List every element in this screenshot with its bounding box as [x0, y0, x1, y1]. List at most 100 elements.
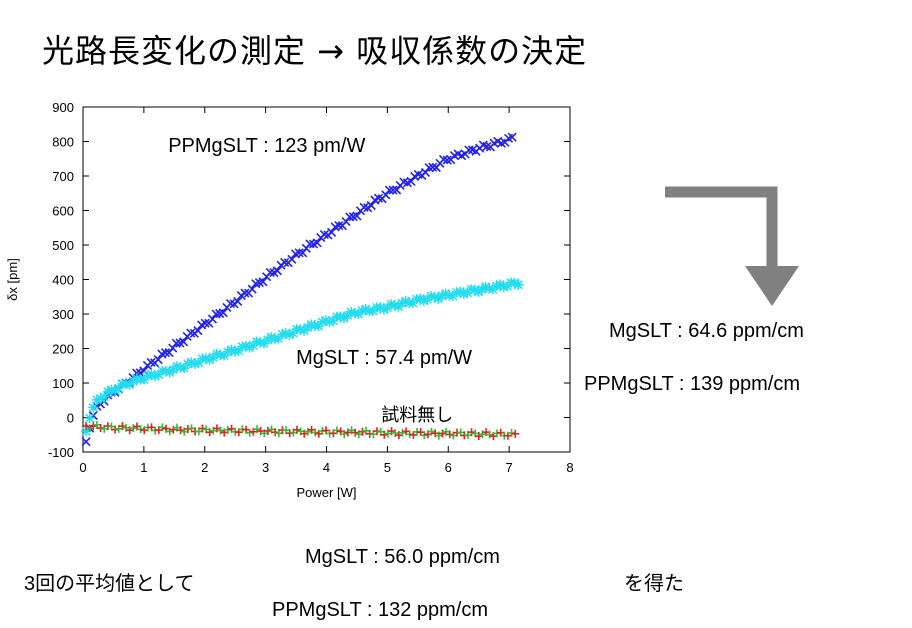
data-point	[146, 369, 157, 380]
data-point	[158, 423, 167, 432]
data-point	[96, 424, 105, 433]
data-point	[160, 348, 171, 358]
x-axis-label: Power [W]	[297, 485, 357, 500]
data-point	[389, 300, 400, 311]
data-point	[378, 304, 389, 315]
data-point	[171, 338, 181, 348]
y-tick-label: 300	[52, 307, 74, 322]
data-point	[507, 132, 517, 142]
data-point	[312, 238, 322, 248]
data-point	[99, 391, 110, 402]
data-point	[226, 344, 237, 355]
data-point	[190, 358, 201, 369]
data-point	[349, 308, 360, 319]
data-point	[467, 428, 476, 437]
data-point	[438, 429, 447, 438]
data-point	[265, 267, 275, 278]
data-point	[150, 371, 161, 382]
data-point	[294, 248, 304, 258]
data-point	[146, 357, 156, 368]
data-point	[186, 357, 197, 368]
data-point	[458, 288, 469, 299]
data-point	[280, 257, 290, 267]
y-tick-label: 0	[67, 411, 74, 426]
data-point	[91, 394, 102, 405]
data-point	[84, 413, 95, 424]
data-point	[225, 299, 236, 309]
x-tick-label: 1	[140, 460, 147, 475]
data-point	[415, 293, 426, 304]
x-tick-label: 5	[384, 460, 391, 475]
data-point	[136, 425, 145, 434]
data-point	[247, 284, 257, 294]
chart-annotation: MgSLT : 57.4 pm/W	[296, 347, 472, 369]
data-point	[271, 428, 280, 437]
data-point	[352, 211, 362, 221]
data-point	[464, 145, 474, 155]
data-point	[366, 201, 376, 211]
data-point	[351, 428, 360, 437]
chart-annotation: PPMgSLT : 123 pm/W	[168, 135, 365, 157]
series-2	[82, 420, 520, 441]
data-point	[474, 432, 483, 441]
data-point	[295, 324, 306, 335]
data-point	[317, 316, 328, 327]
chart-annotation: 試料無し	[381, 405, 453, 426]
data-point	[186, 328, 196, 338]
data-point	[277, 329, 288, 340]
y-tick-label: -100	[48, 445, 74, 460]
chart-series	[81, 132, 524, 447]
data-point	[223, 425, 232, 434]
x-tick-label: 4	[323, 460, 330, 475]
result-mgslt: MgSLT : 64.6 ppm/cm	[609, 320, 804, 342]
data-point	[311, 428, 320, 437]
data-point	[305, 239, 315, 249]
data-point	[381, 190, 391, 200]
data-point	[88, 402, 99, 413]
data-point	[216, 426, 225, 435]
data-point	[442, 155, 452, 165]
data-point	[131, 373, 142, 384]
y-axis-label: δx [pm]	[5, 258, 20, 301]
data-point	[207, 314, 218, 324]
data-point	[406, 176, 416, 187]
y-tick-label: 500	[52, 238, 74, 253]
data-point	[327, 227, 337, 237]
data-point	[258, 277, 268, 287]
data-point	[509, 277, 520, 288]
data-point	[287, 254, 297, 264]
data-point	[469, 284, 480, 295]
chart: 0 1 2 3 4 5 6 7 8 -100 0 100 200 300 400 500 600 700 800 90…	[5, 100, 574, 500]
data-point	[485, 430, 494, 439]
data-point	[473, 286, 484, 297]
data-point	[111, 425, 120, 434]
y-tick-label: 800	[52, 135, 74, 150]
data-point	[358, 427, 367, 436]
bottom-left-text: 3回の平均値として	[24, 573, 195, 595]
data-point	[332, 426, 341, 435]
data-point	[440, 288, 451, 299]
data-point	[420, 431, 429, 440]
page-title: 光路長変化の測定 → 吸収係数の決定	[42, 32, 588, 70]
x-tick-label: 3	[262, 460, 269, 475]
y-tick-label: 400	[52, 273, 74, 288]
data-point	[81, 437, 91, 447]
data-point	[359, 202, 369, 212]
data-point	[428, 162, 438, 172]
data-point	[427, 427, 436, 436]
data-point	[205, 428, 214, 437]
data-point	[160, 365, 171, 376]
chart-annotations: PPMgSLT : 123 pm/W MgSLT : 57.4 pm/W 試料無し	[168, 135, 472, 426]
data-point	[426, 291, 437, 302]
data-point	[445, 430, 454, 439]
x-tick-label: 7	[506, 460, 513, 475]
data-point	[292, 425, 301, 434]
data-point	[484, 283, 495, 294]
data-point	[198, 424, 207, 433]
data-point	[420, 167, 431, 178]
data-point	[360, 304, 371, 315]
bent-arrow-icon	[665, 186, 799, 306]
data-point	[244, 342, 255, 353]
data-point	[200, 318, 210, 328]
data-point	[388, 185, 398, 195]
